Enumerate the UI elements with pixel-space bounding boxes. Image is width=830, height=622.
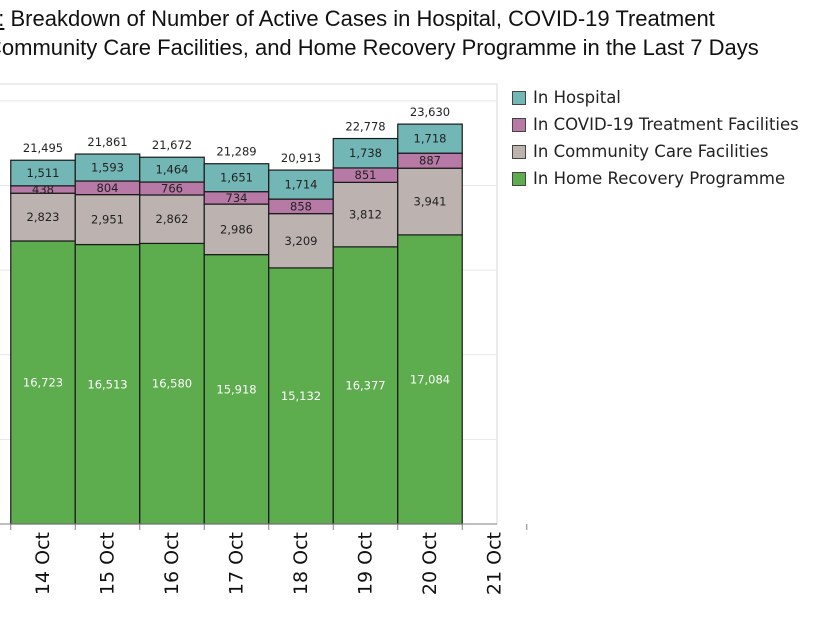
bar-segment [10, 159, 76, 187]
x-tick-label: 18 Oct [290, 532, 312, 595]
segment-label: 1,718 [414, 132, 447, 146]
bar-segment [397, 167, 463, 236]
segment-label: 3,941 [414, 195, 447, 209]
segment-label: 16,513 [87, 377, 127, 391]
segment-label: 851 [355, 168, 377, 182]
legend-swatch [512, 117, 526, 132]
legend-item: In COVID-19 Treatment Facilities [512, 111, 799, 138]
chart-legend: In Hospital In COVID-19 Treatment Facilit… [512, 84, 799, 192]
legend-label: In COVID-19 Treatment Facilities [533, 115, 799, 134]
bar-segment [139, 242, 205, 525]
chart-title: 5: Breakdown of Number of Active Cases i… [0, 4, 830, 62]
title-line-2: Community Care Facilities, and Home Reco… [0, 35, 759, 60]
legend-swatch [512, 171, 526, 186]
segment-label: 15,132 [281, 389, 321, 403]
segment-label: 1,593 [91, 161, 124, 175]
segment-label: 3,209 [285, 234, 318, 248]
segment-label: 734 [226, 191, 248, 205]
x-tick-label: 20 Oct [419, 532, 441, 595]
segment-label: 1,464 [156, 163, 189, 177]
legend-swatch [512, 144, 526, 159]
total-label: 21,672 [152, 138, 192, 152]
title-prefix: 5: [0, 6, 4, 31]
total-label: 23,630 [410, 105, 450, 119]
segment-label: 3,812 [349, 208, 382, 222]
bar-segment [139, 194, 205, 245]
x-tick-label: 21 Oct [484, 532, 506, 595]
segment-label: 17,084 [410, 372, 450, 386]
segment-label: 887 [419, 154, 441, 168]
bar-segment [203, 163, 270, 193]
segment-label: 1,651 [220, 171, 253, 185]
total-label: 21,861 [87, 135, 127, 149]
segment-label: 766 [161, 182, 183, 196]
legend-item: In Hospital [512, 84, 799, 111]
segment-label: 858 [290, 199, 312, 213]
bar-segment [397, 123, 463, 154]
segment-label: 2,951 [91, 213, 124, 227]
bar-segment [268, 169, 334, 200]
title-line-1: 5: Breakdown of Number of Active Cases i… [0, 4, 830, 33]
legend-swatch [512, 90, 526, 105]
bar-segment [332, 246, 399, 525]
legend-label: In Community Care Facilities [533, 142, 769, 161]
legend-item: In Home Recovery Programme [512, 165, 799, 192]
bar-segment [10, 240, 76, 525]
legend-label: In Hospital [533, 88, 621, 107]
segment-label: 2,862 [156, 212, 189, 226]
total-label: 21,289 [216, 145, 256, 159]
x-tick-label: 16 Oct [161, 532, 183, 595]
segment-label: 2,986 [220, 222, 253, 236]
bar-segment [332, 137, 399, 169]
segment-label: 16,580 [152, 377, 192, 391]
segment-label: 16,377 [345, 378, 385, 392]
total-label: 22,778 [345, 120, 385, 134]
legend-item: In Community Care Facilities [512, 138, 799, 165]
bar-segment [74, 153, 141, 182]
x-tick-label: 17 Oct [226, 532, 248, 595]
x-tick-label: 14 Oct [32, 532, 54, 595]
total-label: 20,913 [281, 151, 321, 165]
segment-label: 1,511 [27, 166, 60, 180]
segment-label: 15,918 [216, 382, 256, 396]
x-tick-label: 15 Oct [97, 532, 119, 595]
segment-label: 2,823 [27, 210, 60, 224]
total-label: 21,495 [23, 141, 63, 155]
legend-label: In Home Recovery Programme [533, 169, 786, 188]
segment-label: 804 [97, 181, 119, 195]
segment-label: 1,738 [349, 146, 382, 160]
segment-label: 1,714 [285, 178, 318, 192]
x-tick-label: 19 Oct [355, 532, 377, 595]
bar-segment [139, 156, 205, 183]
title-text-1: Breakdown of Number of Active Cases in H… [10, 6, 715, 31]
segment-label: 16,723 [23, 375, 63, 389]
bar-segment [268, 213, 334, 269]
